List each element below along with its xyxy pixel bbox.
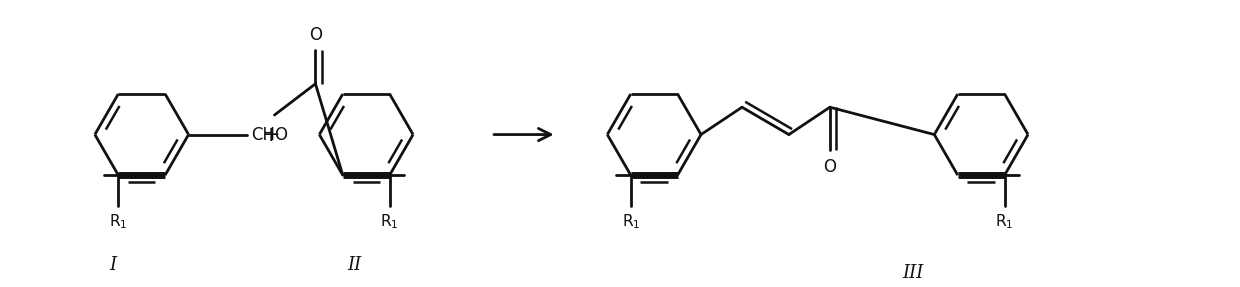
Text: +: + (262, 125, 280, 145)
Text: III: III (903, 264, 924, 282)
Text: CHO: CHO (250, 125, 288, 144)
Text: I: I (109, 256, 117, 274)
Text: R$_1$: R$_1$ (621, 212, 640, 231)
Text: R$_1$: R$_1$ (996, 212, 1014, 231)
Text: O: O (309, 26, 322, 44)
Text: O: O (823, 158, 836, 176)
Text: R$_1$: R$_1$ (381, 212, 399, 231)
Text: II: II (347, 256, 362, 274)
Text: R$_1$: R$_1$ (109, 212, 128, 231)
